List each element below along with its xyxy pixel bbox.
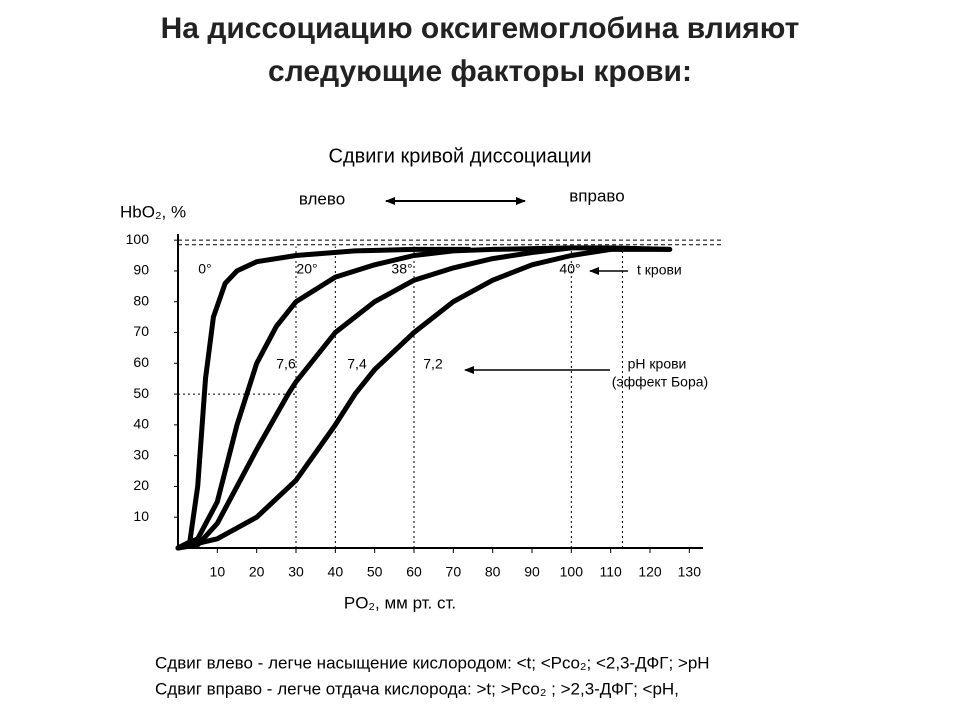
x-tick-label: 20: [249, 564, 265, 580]
x-tick-label: 120: [638, 564, 662, 580]
curve-label: 7,6: [276, 356, 296, 372]
annotation: (эффект Бора): [612, 374, 708, 390]
curve: [175, 246, 673, 551]
x-tick-label: 80: [485, 564, 501, 580]
note: Сдвиг влево - легче насыщение кислородом…: [155, 653, 710, 672]
curve: [175, 245, 574, 551]
x-axis-label: PO₂, мм рт. ст.: [344, 593, 456, 612]
x-tick-label: 130: [678, 564, 702, 580]
x-tick-label: 40: [328, 564, 344, 580]
curve-label: 40°: [559, 261, 580, 277]
y-tick-label: 50: [133, 385, 149, 401]
plot: 10 20 30 40 50 60 70 80 90 100 10 20 30 40 50 60 70 80 90 1…: [126, 231, 721, 580]
slide-title: следующие факторы крови:: [268, 55, 692, 88]
y-tick-label: 30: [133, 446, 149, 462]
x-tick-label: 30: [288, 564, 304, 580]
chart-title: Сдвиги кривой диссоциации: [329, 145, 592, 167]
slide-title: На диссоциацию оксигемоглобина влияют: [161, 12, 800, 45]
x-tick-label: 60: [406, 564, 422, 580]
curve: [175, 245, 673, 551]
curve-label: 38°: [391, 261, 412, 277]
x-tick-label: 70: [446, 564, 462, 580]
x-tick-label: 100: [560, 564, 584, 580]
x-tick-label: 90: [524, 564, 540, 580]
y-tick-label: 80: [133, 292, 149, 308]
x-tick-label: 110: [600, 564, 623, 580]
y-tick-label: 60: [133, 354, 149, 370]
curve-label: 7,2: [423, 356, 443, 372]
y-tick-label: 90: [133, 262, 149, 278]
annotation: pH крови: [628, 356, 687, 372]
y-axis-label: HbO₂, %: [120, 202, 186, 221]
annotation: влево: [299, 189, 345, 208]
x-tick-label: 10: [210, 564, 226, 580]
y-tick-label: 20: [133, 477, 149, 493]
annotation: вправо: [569, 186, 624, 205]
y-tick-label: 40: [133, 416, 149, 432]
y-tick-label: 10: [133, 508, 149, 524]
note: Сдвиг вправо - легче отдача кислорода: >…: [155, 679, 679, 698]
annotation: t крови: [637, 262, 682, 278]
y-tick-label: 70: [133, 323, 149, 339]
y-tick-label: 100: [126, 231, 150, 247]
x-tick-label: 50: [367, 564, 383, 580]
curve-label: 20°: [296, 261, 317, 277]
curve: [175, 246, 472, 551]
curve-label: 7,4: [347, 356, 367, 372]
curve-label: 0°: [198, 261, 211, 277]
